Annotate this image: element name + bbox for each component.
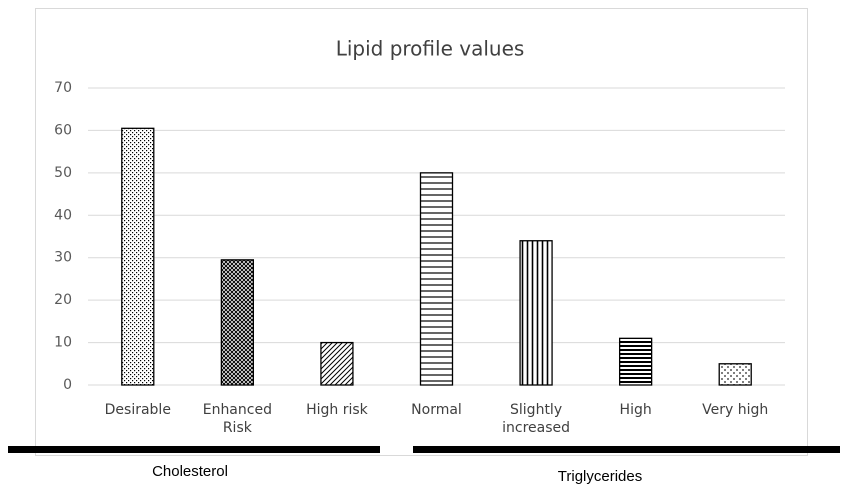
bar: [618, 337, 653, 386]
x-tick-label: Slightly increased: [502, 402, 571, 436]
bar: [718, 363, 752, 386]
y-tick-label: 0: [63, 377, 72, 393]
bar: [419, 172, 454, 386]
y-tick-label: 70: [54, 80, 72, 96]
y-tick-label: 50: [54, 165, 72, 181]
bar: [320, 341, 354, 386]
x-tick-label: Enhanced Risk: [202, 402, 272, 436]
y-tick-label: 30: [54, 250, 72, 266]
y-tick-label: 10: [54, 335, 72, 351]
y-tick-label: 20: [54, 292, 72, 308]
y-tick-label: 40: [54, 207, 72, 223]
chart-title: Lipid profile values: [336, 37, 525, 61]
y-tick-label: 60: [54, 122, 72, 138]
group-label: Triglycerides: [558, 468, 642, 485]
group-bar: [8, 446, 380, 453]
x-tick-label: Desirable: [104, 402, 171, 418]
x-tick-label: High: [619, 402, 652, 418]
x-tick-label: High risk: [306, 402, 368, 418]
group-bar: [413, 446, 840, 453]
bar: [121, 127, 155, 386]
bar: [519, 240, 553, 386]
bar: [220, 259, 255, 386]
group-label: Cholesterol: [152, 463, 228, 480]
x-tick-label: Very high: [702, 402, 769, 418]
x-tick-label: Normal: [411, 402, 462, 418]
